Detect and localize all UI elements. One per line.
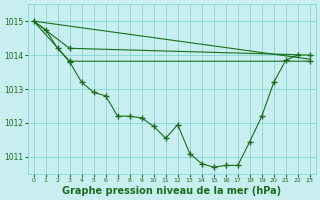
X-axis label: Graphe pression niveau de la mer (hPa): Graphe pression niveau de la mer (hPa) — [62, 186, 281, 196]
